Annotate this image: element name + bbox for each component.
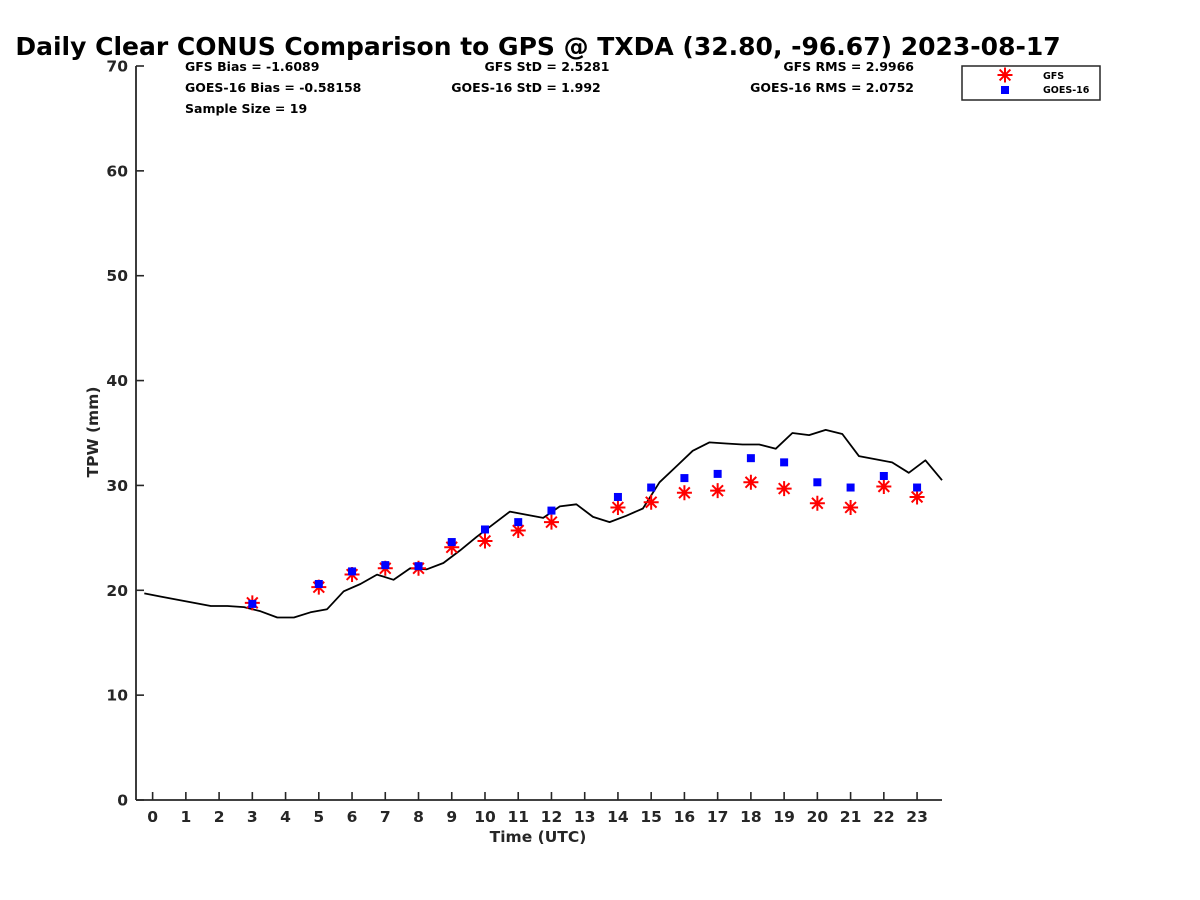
x-tick-label: 14: [607, 808, 629, 826]
y-tick-label: 40: [106, 372, 128, 390]
x-tick-label: 12: [541, 808, 563, 826]
x-tick-label: 7: [380, 808, 391, 826]
legend-gfs-marker: [997, 67, 1013, 83]
x-tick-label: 20: [807, 808, 829, 826]
gfs-point: [676, 485, 692, 501]
x-tick-label: 18: [740, 808, 762, 826]
x-tick-label: 10: [474, 808, 496, 826]
y-tick-label: 60: [106, 162, 128, 180]
x-tick-label: 23: [906, 808, 928, 826]
gfs-bias-stat: GFS Bias = -1.6089: [185, 59, 319, 74]
goes-point: [913, 483, 922, 492]
x-tick-label: 5: [313, 808, 324, 826]
y-tick-label: 10: [106, 687, 128, 705]
gfs-point: [610, 499, 626, 515]
gps-series-layer: [144, 428, 943, 619]
gfs-point: [477, 533, 493, 549]
x-tick-label: 11: [507, 808, 529, 826]
y-tick-label: 50: [106, 267, 128, 285]
x-tick-label: 21: [840, 808, 862, 826]
goes-point: [813, 478, 822, 487]
legend-gfs-label: GFS: [1043, 71, 1064, 82]
y-tick-label: 0: [117, 792, 128, 810]
x-tick-label: 22: [873, 808, 895, 826]
x-tick-label: 9: [446, 808, 457, 826]
goes-point: [647, 483, 656, 492]
goes-point: [879, 471, 888, 480]
goes-point: [846, 483, 855, 492]
gfs-point: [909, 489, 925, 505]
goes-bias-stat: GOES-16 Bias = -0.58158: [185, 80, 361, 95]
sample-size-stat: Sample Size = 19: [185, 101, 307, 116]
x-tick-label: 13: [574, 808, 596, 826]
goes-series-layer: [248, 454, 922, 608]
gfs-point: [776, 481, 792, 497]
goes-point: [746, 454, 755, 463]
gfs-point: [843, 499, 859, 515]
x-tick-label: 19: [773, 808, 795, 826]
goes-point: [780, 458, 789, 467]
goes-point: [547, 506, 556, 515]
goes-point: [613, 492, 622, 501]
goes-point: [414, 562, 423, 571]
y-axis-ticks: 0 10 20 30 40 50 60 70: [106, 58, 144, 810]
gfs-point: [643, 494, 659, 510]
x-tick-label: 8: [413, 808, 424, 826]
gfs-point: [876, 478, 892, 494]
legend-box: [961, 65, 1101, 101]
goes-rms-stat: GOES-16 RMS = 2.0752: [750, 80, 914, 95]
gfs-std-stat: GFS StD = 2.5281: [485, 59, 610, 74]
goes-point: [381, 561, 390, 570]
chart-title: Daily Clear CONUS Comparison to GPS @ TX…: [15, 32, 1060, 61]
goes-point: [447, 538, 456, 547]
goes-point: [680, 474, 689, 483]
y-axis-label: TPW (mm): [84, 387, 102, 478]
goes-point: [514, 518, 523, 527]
x-axis-label: Time (UTC): [490, 828, 587, 846]
gfs-point: [710, 483, 726, 499]
goes-point: [348, 567, 357, 576]
x-tick-label: 15: [640, 808, 662, 826]
goes-point: [248, 599, 257, 608]
legend: GFS GOES-16: [961, 65, 1101, 101]
gfs-point: [510, 523, 526, 539]
y-tick-label: 30: [106, 477, 128, 495]
y-tick-label: 20: [106, 582, 128, 600]
x-axis-ticks: 0 1 2 3 4 5 6 7 8 9 10 11 12 13 14 15 16 17 18 19 20 21 22 23: [147, 792, 928, 826]
goes-point: [480, 525, 489, 534]
x-tick-label: 3: [247, 808, 258, 826]
x-tick-label: 16: [674, 808, 696, 826]
goes-std-stat: GOES-16 StD = 1.992: [451, 80, 600, 95]
gps-line: [144, 428, 943, 619]
x-tick-label: 6: [347, 808, 358, 826]
x-tick-label: 0: [147, 808, 158, 826]
goes-point: [314, 579, 323, 588]
y-tick-label: 70: [106, 58, 128, 76]
x-tick-label: 2: [214, 808, 225, 826]
legend-goes-marker: [1001, 86, 1009, 94]
legend-gfs-star: [997, 67, 1013, 83]
x-tick-label: 1: [180, 808, 191, 826]
gfs-point: [743, 474, 759, 490]
gfs-point: [543, 514, 559, 530]
legend-goes-label: GOES-16: [1043, 85, 1090, 96]
gfs-rms-stat: GFS RMS = 2.9966: [783, 59, 914, 74]
x-tick-label: 4: [280, 808, 291, 826]
x-tick-label: 17: [707, 808, 729, 826]
goes-point: [713, 469, 722, 478]
gfs-point: [444, 539, 460, 555]
gfs-point: [809, 495, 825, 511]
